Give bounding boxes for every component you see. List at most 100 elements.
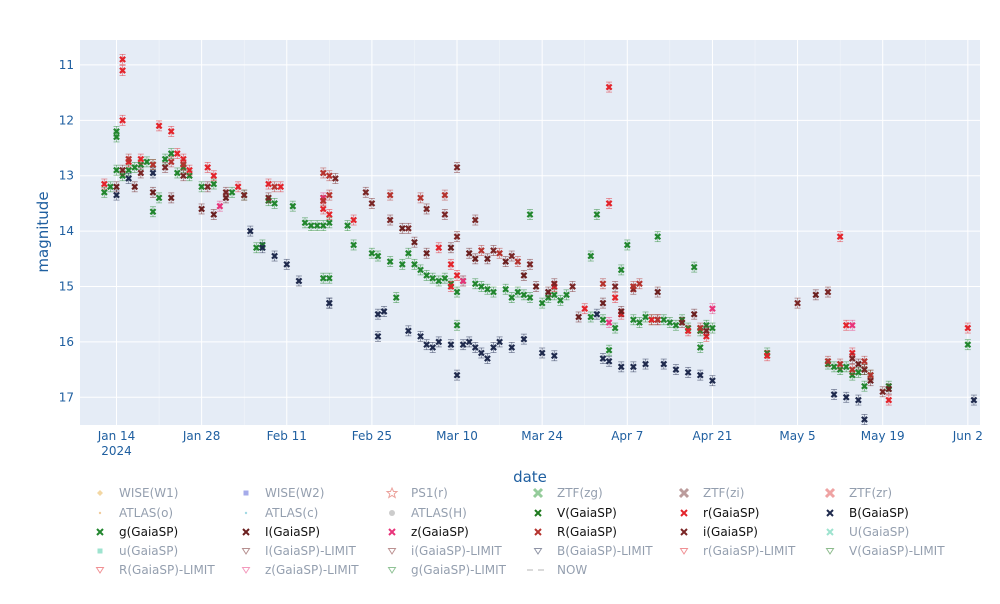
- legend-item-ztf-zg-[interactable]: ZTF(zg): [532, 486, 603, 500]
- data-point: [435, 336, 443, 348]
- data-point: [149, 206, 157, 218]
- data-point: [696, 369, 704, 381]
- legend-item-v-gaiasp-limit[interactable]: V(GaiaSP)-LIMIT: [825, 544, 946, 558]
- legend-item-z-gaiasp-[interactable]: z(GaiaSP): [388, 525, 469, 539]
- legend-item-atlas-c-[interactable]: ATLAS(c): [244, 506, 319, 520]
- dot-icon: [98, 511, 102, 515]
- data-point: [289, 200, 297, 212]
- data-point: [696, 342, 704, 353]
- data-point: [593, 308, 601, 320]
- data-point: [186, 164, 193, 176]
- legend-item-now[interactable]: NOW: [527, 563, 587, 577]
- y-tick-label: 13: [59, 169, 74, 183]
- data-point: [538, 297, 546, 309]
- legend-item-i-gaiasp-limit[interactable]: I(GaiaSP)-LIMIT: [241, 544, 357, 558]
- data-point: [417, 330, 424, 342]
- legend-label: ZTF(zr): [849, 486, 892, 500]
- data-point: [836, 231, 844, 243]
- data-point: [386, 189, 394, 201]
- data-point: [855, 394, 862, 406]
- legend-item-v-gaiasp-[interactable]: V(GaiaSP): [534, 506, 617, 520]
- data-point: [490, 245, 497, 256]
- data-point: [119, 114, 126, 126]
- data-point: [453, 286, 461, 298]
- data-point: [599, 297, 607, 309]
- legend-label: i(GaiaSP)-LIMIT: [411, 544, 502, 558]
- y-tick-label: 17: [59, 390, 74, 404]
- data-point: [386, 214, 394, 226]
- data-point: [131, 162, 139, 173]
- data-point: [216, 200, 224, 212]
- data-point: [605, 317, 613, 328]
- legend-item-i-gaiasp-limit[interactable]: i(GaiaSP)-LIMIT: [387, 544, 503, 558]
- legend[interactable]: WISE(W1) WISE(W2) PS1(r) ZTF(zg) ZTF(zi) ZTF(…: [95, 486, 946, 577]
- legend-label: R(GaiaSP)-LIMIT: [119, 563, 215, 577]
- data-point: [210, 209, 218, 220]
- legend-item-u-gaiasp-[interactable]: U(GaiaSP): [826, 525, 909, 539]
- data-point: [508, 292, 516, 303]
- legend-item-r-gaiasp-limit[interactable]: R(GaiaSP)-LIMIT: [95, 563, 216, 577]
- data-point: [654, 314, 662, 326]
- data-point: [441, 189, 449, 201]
- data-point: [569, 281, 576, 292]
- legend-item-g-gaiasp-[interactable]: g(GaiaSP): [96, 525, 178, 539]
- data-point: [520, 289, 528, 301]
- data-point: [429, 272, 437, 284]
- data-point: [374, 250, 382, 262]
- legend-item-ps1-r-[interactable]: PS1(r): [385, 486, 448, 500]
- legend-label: ZTF(zi): [703, 486, 744, 500]
- legend-item-atlas-o-[interactable]: ATLAS(o): [98, 506, 173, 520]
- legend-item-b-gaiasp-[interactable]: B(GaiaSP): [826, 506, 909, 520]
- data-point: [325, 170, 333, 182]
- data-point: [319, 220, 327, 231]
- data-point: [642, 311, 649, 323]
- data-point: [684, 366, 692, 378]
- series-i-gaiasp-: [119, 162, 887, 398]
- data-points: [100, 53, 978, 425]
- data-point: [149, 186, 157, 198]
- square-icon: [243, 490, 249, 496]
- data-point: [137, 167, 145, 179]
- legend-label: I(GaiaSP)-LIMIT: [265, 544, 357, 558]
- legend-item-i-gaiasp-[interactable]: i(GaiaSP): [680, 525, 758, 539]
- data-point: [405, 325, 412, 337]
- data-point: [295, 275, 303, 287]
- legend-item-ztf-zi-[interactable]: ZTF(zi): [678, 486, 744, 500]
- legend-item-wise-w2-[interactable]: WISE(W2): [243, 486, 325, 500]
- legend-item-z-gaiasp-limit[interactable]: z(GaiaSP)-LIMIT: [241, 563, 360, 577]
- data-point: [423, 339, 430, 351]
- legend-item-g-gaiasp-limit[interactable]: g(GaiaSP)-LIMIT: [387, 563, 507, 577]
- x-thick-icon: [678, 487, 690, 499]
- data-point: [100, 178, 108, 190]
- x-tick-label: Feb 25: [352, 429, 392, 443]
- legend-item-r-gaiasp-[interactable]: R(GaiaSP): [534, 525, 617, 539]
- data-point: [198, 203, 205, 215]
- data-point: [660, 314, 668, 326]
- x-tick-label: Apr 7: [611, 429, 643, 443]
- legend-item-b-gaiasp-limit[interactable]: B(GaiaSP)-LIMIT: [533, 544, 654, 558]
- legend-item-u-gaiasp-[interactable]: u(GaiaSP): [97, 544, 179, 558]
- data-point: [484, 353, 491, 364]
- data-point: [812, 289, 820, 301]
- data-point: [557, 294, 564, 306]
- data-point: [593, 209, 601, 220]
- data-point: [167, 156, 175, 168]
- legend-item-ztf-zr-[interactable]: ZTF(zr): [824, 486, 892, 500]
- data-point: [544, 286, 552, 298]
- legend-item-wise-w1-[interactable]: WISE(W1): [97, 486, 178, 500]
- legend-item-i-gaiasp-[interactable]: I(GaiaSP): [242, 525, 320, 539]
- legend-item-atlas-h-[interactable]: ATLAS(H): [389, 506, 467, 520]
- bowtie-icon: [680, 528, 688, 536]
- legend-item-r-gaiasp-limit[interactable]: r(GaiaSP)-LIMIT: [679, 544, 796, 558]
- data-point: [453, 162, 461, 173]
- data-point: [848, 353, 856, 364]
- data-point: [514, 286, 522, 298]
- data-point: [435, 275, 443, 287]
- legend-item-r-gaiasp-[interactable]: r(GaiaSP): [680, 506, 760, 520]
- data-point: [453, 231, 461, 243]
- data-point: [526, 292, 534, 303]
- data-point: [234, 181, 242, 193]
- data-point: [180, 159, 187, 171]
- data-point: [885, 383, 893, 395]
